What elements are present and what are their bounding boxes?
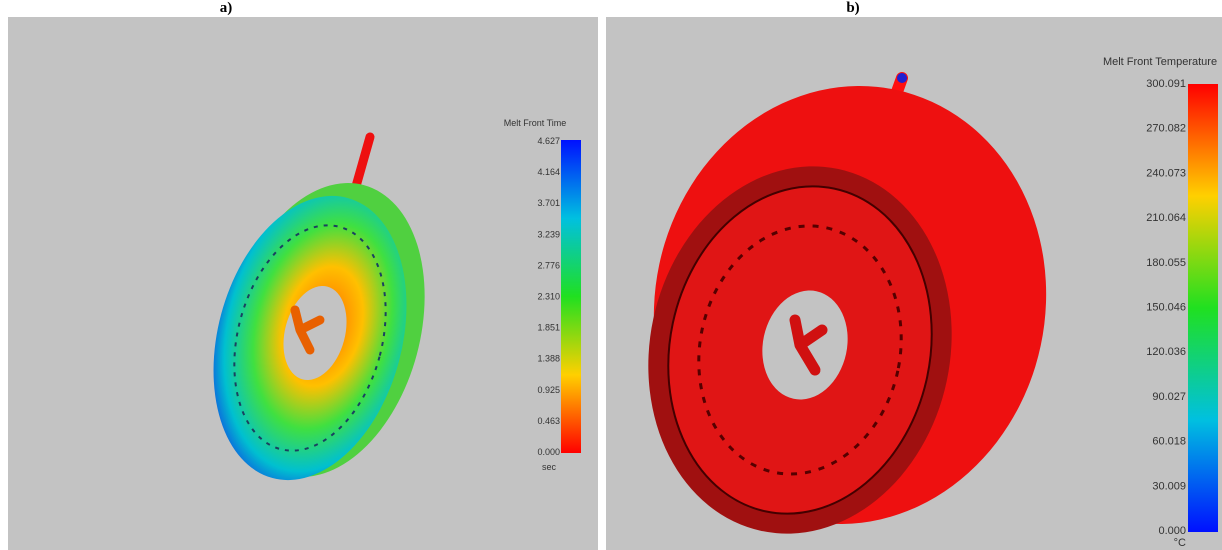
legend-tick-label: 90.027 xyxy=(1152,391,1186,403)
legend-tick-label: 0.000 xyxy=(537,447,560,457)
legend-tick-label: 1.388 xyxy=(537,354,560,364)
legend-tick-label: 270.082 xyxy=(1146,123,1186,135)
legend-tick-label: 240.073 xyxy=(1146,167,1186,179)
legend-tick-label: 4.627 xyxy=(537,136,560,146)
panel-label: b) xyxy=(846,0,859,16)
panel-label: a) xyxy=(220,0,233,16)
legend-title: Melt Front Time xyxy=(504,118,567,128)
legend-tick-label: 2.776 xyxy=(537,260,560,270)
legend-tick-label: 120.036 xyxy=(1146,346,1186,358)
legend-tick-label: 150.046 xyxy=(1146,302,1186,314)
legend-tick-label: 300.091 xyxy=(1146,78,1186,90)
legend-tick-label: 60.018 xyxy=(1152,436,1186,448)
legend-tick-label: 30.009 xyxy=(1152,480,1186,492)
legend-tick-label: 1.851 xyxy=(537,323,560,333)
legend-unit: sec xyxy=(542,462,557,472)
legend-tick-label: 180.055 xyxy=(1146,257,1186,269)
colorbar xyxy=(561,140,581,453)
colorbar xyxy=(1188,84,1218,532)
figure: a) b) Melt Front Time sec Melt Front Tem… xyxy=(0,0,1222,550)
legend-tick-label: 3.701 xyxy=(537,198,560,208)
legend-tick-label: 0.925 xyxy=(537,385,560,395)
legend-tick-label: 4.164 xyxy=(537,167,560,177)
legend-tick-label: 0.463 xyxy=(537,416,560,426)
legend-tick-label: 210.064 xyxy=(1146,212,1186,224)
legend-tick-label: 3.239 xyxy=(537,229,560,239)
legend-unit: °C xyxy=(1174,537,1186,549)
legend-tick-label: 2.310 xyxy=(537,292,560,302)
legend-tick-label: 0.000 xyxy=(1158,525,1186,537)
legend-title: Melt Front Temperature xyxy=(1103,56,1217,68)
